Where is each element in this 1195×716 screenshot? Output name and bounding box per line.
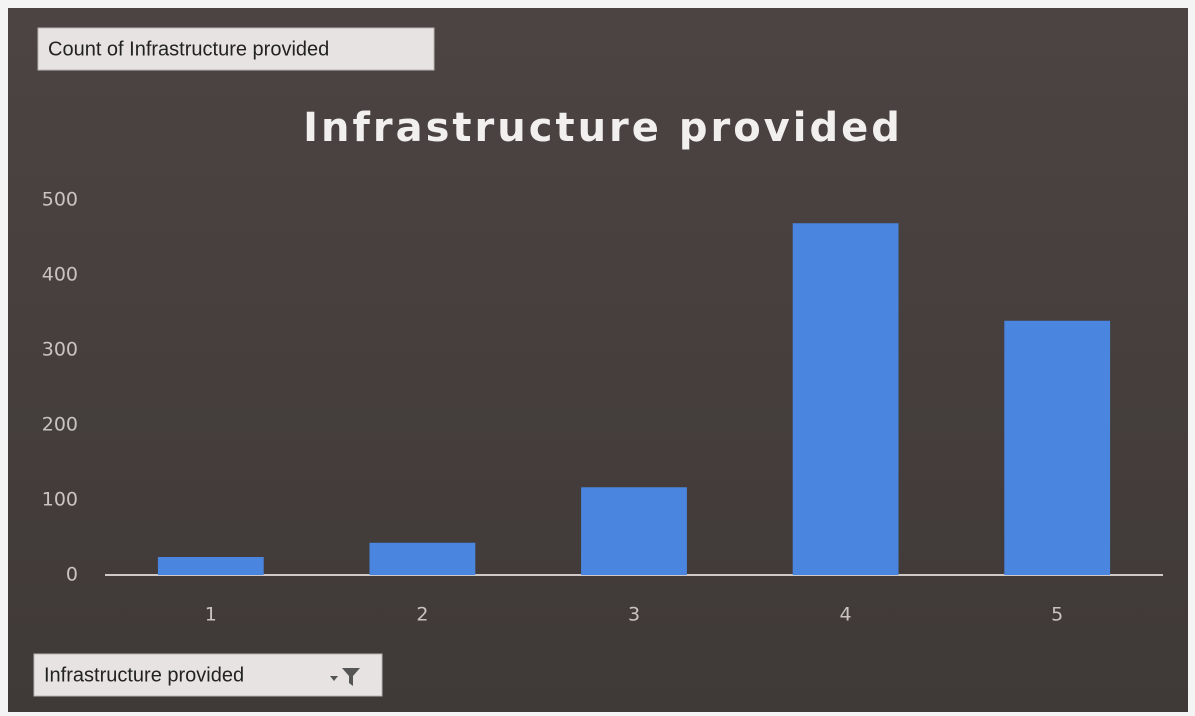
y-tick-label: 400 [42, 264, 78, 286]
value-field-button[interactable]: Count of Infrastructure provided [37, 27, 435, 71]
y-tick-label: 100 [42, 489, 78, 511]
y-tick-label: 500 [42, 189, 78, 211]
button-background[interactable] [37, 27, 435, 71]
filter-icon[interactable] [342, 668, 360, 686]
x-tick-label: 1 [205, 604, 217, 626]
axis-field-button[interactable]: Infrastructure provided [33, 653, 383, 697]
x-tick-label: 3 [628, 604, 640, 626]
bar [792, 223, 899, 575]
bar [369, 542, 476, 575]
y-tick-label: 300 [42, 339, 78, 361]
dropdown-arrow[interactable] [330, 676, 338, 681]
x-tick-label: 2 [416, 604, 428, 626]
button-label[interactable]: Infrastructure provided [44, 664, 244, 686]
x-tick-label: 4 [840, 604, 852, 626]
bar [581, 487, 687, 575]
chart-area [8, 8, 1188, 712]
bar [157, 557, 264, 575]
bar [1004, 320, 1111, 575]
button-background[interactable] [33, 653, 383, 697]
chart-title: Infrastructure provided [303, 105, 903, 151]
y-tick-label: 200 [42, 414, 78, 436]
x-tick-label: 5 [1051, 604, 1063, 626]
y-tick-label: 0 [66, 564, 78, 586]
button-label[interactable]: Count of Infrastructure provided [48, 38, 329, 60]
